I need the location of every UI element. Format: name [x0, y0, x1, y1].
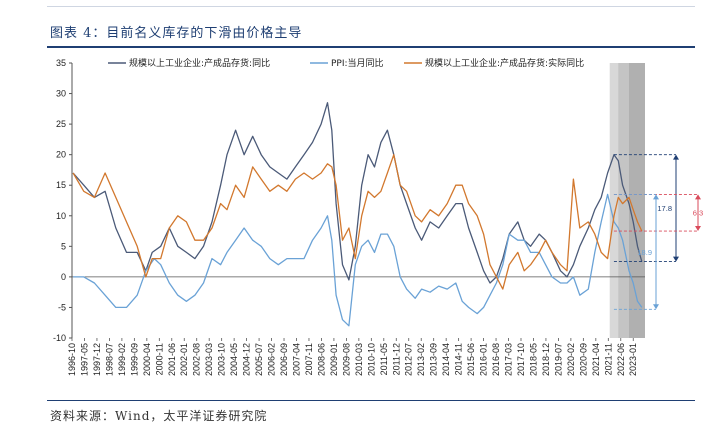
annotation-arrowhead-up-2: [653, 194, 659, 200]
x-tick-label: 2002-01: [179, 343, 189, 376]
x-tick-label: 2019-07: [553, 343, 563, 376]
x-tick-label: 2010-03: [354, 343, 364, 376]
legend-label-0: 规模以上工业企业:产成品存货:同比: [129, 57, 270, 69]
y-tick-label: 0: [61, 272, 66, 282]
x-tick-label: 2013-02: [416, 343, 426, 376]
annotation-label-0: 17.8: [657, 204, 672, 213]
legend-label-2: 规模以上工业企业:产成品存货:实际同比: [425, 57, 584, 69]
x-tick-label: 1997-05: [79, 343, 89, 376]
x-tick-label: 2002-08: [192, 343, 202, 376]
series-line-0: [72, 102, 643, 284]
y-tick-label: 25: [56, 119, 66, 129]
annotation-label-1: 6.3: [693, 209, 703, 218]
x-tick-label: 2003-03: [204, 343, 214, 376]
x-tick-label: 2004-05: [229, 343, 239, 376]
x-tick-label: 1997-12: [92, 343, 102, 376]
x-tick-label: 2011-05: [379, 343, 389, 375]
x-tick-label: 2008-06: [316, 343, 326, 376]
x-tick-label: 2003-10: [217, 343, 227, 376]
x-tick-label: 2000-04: [142, 343, 152, 376]
x-tick-label: 1998-07: [104, 343, 114, 376]
x-tick-label: 2007-04: [291, 343, 301, 376]
x-tick-label: 1999-09: [129, 343, 139, 376]
x-tick-label: 2021-04: [591, 343, 601, 376]
x-tick-label: 1999-02: [117, 343, 127, 376]
x-tick-label: 2017-10: [516, 343, 526, 376]
x-tick-label: 2020-02: [566, 343, 576, 376]
y-tick-label: 15: [56, 180, 66, 190]
x-tick-label: 2004-12: [242, 343, 252, 376]
x-tick-label: 2015-06: [466, 343, 476, 376]
legend-label-1: PPI:当月同比: [331, 57, 384, 69]
x-tick-label: 2006-02: [267, 343, 277, 376]
bottom-rule: [47, 400, 695, 401]
x-tick-label: 2016-08: [491, 343, 501, 376]
x-tick-label: 2020-09: [578, 343, 588, 376]
y-tick-label: -5: [58, 302, 66, 312]
series-line-1: [73, 193, 643, 327]
x-tick-label: 2014-11: [454, 343, 464, 375]
x-tick-label: 2005-07: [254, 343, 264, 376]
chart-title: 图表 4：目前名义库存的下滑由价格主导: [50, 26, 303, 41]
x-tick-label: 2001-06: [167, 343, 177, 376]
title-rule: [47, 46, 695, 48]
annotation-arrowhead-up-0: [673, 154, 679, 160]
x-tick-label: 1996-10: [67, 343, 77, 376]
annotation-arrowhead-down-1: [695, 226, 701, 232]
x-tick-label: 2006-09: [279, 343, 289, 376]
x-tick-label: 2013-09: [429, 343, 439, 376]
annotation-label-2: 18.9: [637, 248, 652, 257]
y-tick-label: 5: [61, 241, 66, 251]
x-tick-label: 2009-01: [329, 343, 339, 376]
x-tick-label: 2017-03: [504, 343, 514, 376]
x-tick-label: 2007-11: [304, 343, 314, 375]
x-tick-label: 2014-04: [441, 343, 451, 376]
source-note: 资料来源：Wind，太平洋证券研究院: [50, 409, 268, 423]
x-tick-label: 2021-11: [603, 343, 613, 375]
x-tick-label: 2009-08: [341, 343, 351, 376]
x-tick-label: 2011-12: [391, 343, 401, 375]
x-tick-label: 2018-12: [541, 343, 551, 376]
x-tick-label: 2018-05: [528, 343, 538, 376]
x-tick-label: 2010-10: [366, 343, 376, 376]
y-tick-label: 35: [56, 58, 66, 68]
top-rule: [47, 6, 695, 7]
series-line-2: [72, 154, 643, 290]
annotation-arrowhead-down-0: [673, 256, 679, 262]
x-tick-label: 2012-07: [404, 343, 414, 376]
y-tick-label: 10: [56, 211, 66, 221]
y-tick-label: 20: [56, 150, 66, 160]
x-tick-label: 2022-06: [616, 343, 626, 376]
x-tick-label: 2016-01: [479, 343, 489, 376]
x-tick-label: 2000-11: [154, 343, 164, 375]
y-tick-label: 30: [56, 89, 66, 99]
y-tick-label: -10: [53, 333, 66, 343]
annotation-arrowhead-up-1: [695, 194, 701, 200]
annotation-arrowhead-down-2: [653, 304, 659, 310]
x-tick-label: 2023-01: [628, 343, 638, 376]
shaded-region-2: [628, 63, 645, 338]
